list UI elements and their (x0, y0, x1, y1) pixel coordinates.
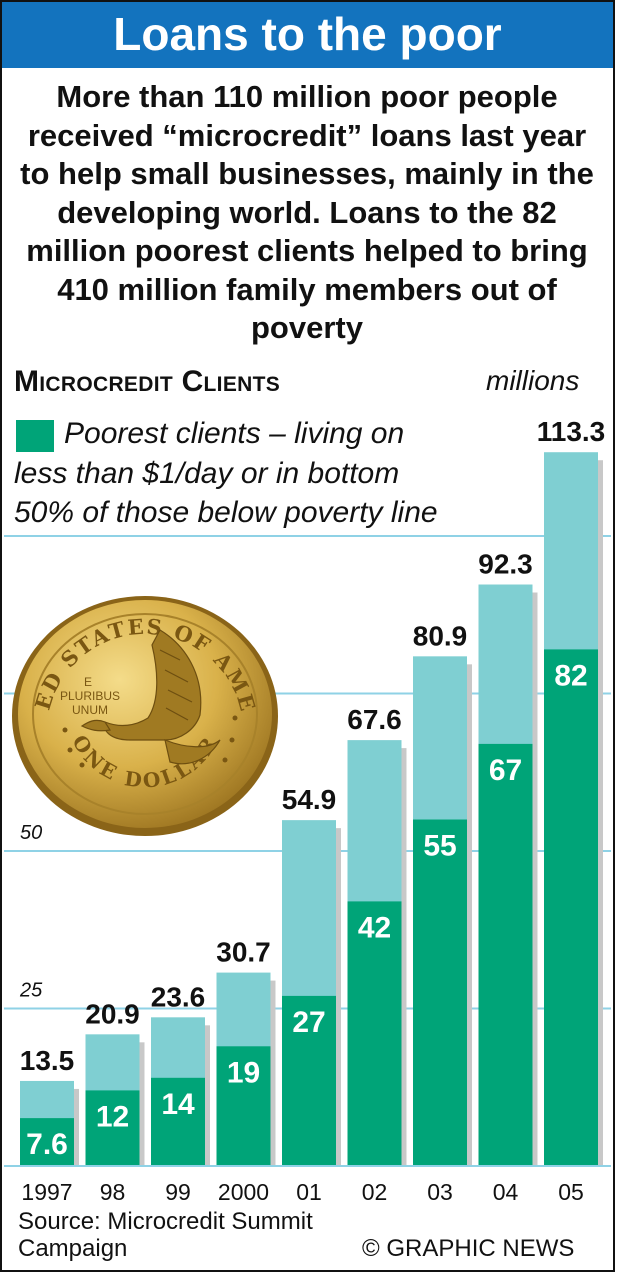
x-tick-label: 98 (100, 1179, 126, 1205)
data-label-poorest: 12 (96, 1100, 129, 1133)
bar-shadow (270, 980, 276, 1166)
data-label-poorest: 19 (227, 1056, 260, 1089)
coin-stars (62, 715, 238, 768)
x-tick-label: 03 (427, 1179, 453, 1205)
unit-label: millions (486, 365, 580, 396)
source-note: Source: Microcredit Summit Campaign (18, 1208, 313, 1262)
coin-motto-2: PLURIBUS (60, 689, 120, 703)
data-label-poorest: 42 (358, 911, 391, 944)
data-label-poorest: 14 (161, 1088, 195, 1121)
x-tick-label: 04 (493, 1179, 519, 1205)
data-label-total: 30.7 (216, 937, 271, 968)
x-tick-label: 05 (558, 1179, 584, 1205)
bar-shadow (74, 1088, 79, 1166)
x-tick-label: 01 (296, 1179, 322, 1205)
bar-poorest (20, 1118, 74, 1166)
bar-shadow (401, 748, 407, 1166)
data-label-total: 92.3 (478, 549, 533, 580)
bar-poorest (151, 1077, 205, 1166)
data-label-total: 80.9 (413, 620, 468, 651)
bar-poorest (544, 649, 598, 1166)
data-label-total: 54.9 (282, 784, 337, 815)
legend-swatch-poorest (16, 420, 54, 452)
bar-poorest (85, 1090, 140, 1166)
x-tick-label: 2000 (218, 1179, 269, 1205)
data-label-poorest: 27 (292, 1006, 325, 1039)
coin-inner-ring (32, 613, 258, 815)
data-label-poorest: 82 (554, 659, 587, 692)
page-title: Loans to the poor (113, 8, 502, 60)
bar-shadow (467, 664, 472, 1166)
coin-illustration: UNITED STATES OF AMERICA ONE DOLLAR E PL… (10, 590, 278, 836)
y-tick-label: 25 (19, 980, 43, 1002)
data-label-total: 67.6 (347, 704, 402, 735)
data-label-total: 20.9 (85, 998, 140, 1029)
bar-poorest (413, 819, 467, 1166)
bar-shadow (598, 460, 603, 1167)
bar-shadow (336, 828, 341, 1166)
legend-label-poorest: Poorest clients – living on less than $1… (14, 417, 438, 529)
bar-poorest (216, 1046, 271, 1166)
x-tick-label: 1997 (21, 1179, 72, 1205)
y-tick-label: 50 (20, 822, 42, 844)
data-label-total: 23.6 (151, 981, 206, 1012)
bar-shadow (205, 1025, 210, 1166)
x-tick-label: 99 (165, 1179, 191, 1205)
chart-title: Microcredit Clients (14, 365, 281, 398)
bar-poorest (347, 901, 402, 1166)
coin-face (18, 600, 272, 828)
data-label-poorest: 67 (489, 754, 522, 787)
data-label-total: 113.3 (537, 416, 606, 447)
eagle-icon (80, 629, 221, 765)
data-label-total: 13.5 (20, 1045, 75, 1076)
x-tick-label: 02 (362, 1179, 388, 1205)
coin-motto-3: UNUM (72, 703, 108, 717)
intro-text: More than 110 million poor people receiv… (20, 79, 594, 345)
bar-shadow (532, 592, 538, 1166)
data-label-poorest: 55 (423, 830, 456, 863)
title-banner: Loans to the poor (2, 2, 613, 68)
bar-shadow (139, 1042, 145, 1166)
data-label-poorest: 7.6 (26, 1128, 68, 1161)
credit-note: © GRAPHIC NEWS (362, 1235, 575, 1262)
bar-poorest (282, 995, 336, 1166)
coin-motto-1: E (84, 675, 92, 689)
bar-poorest (478, 743, 533, 1166)
